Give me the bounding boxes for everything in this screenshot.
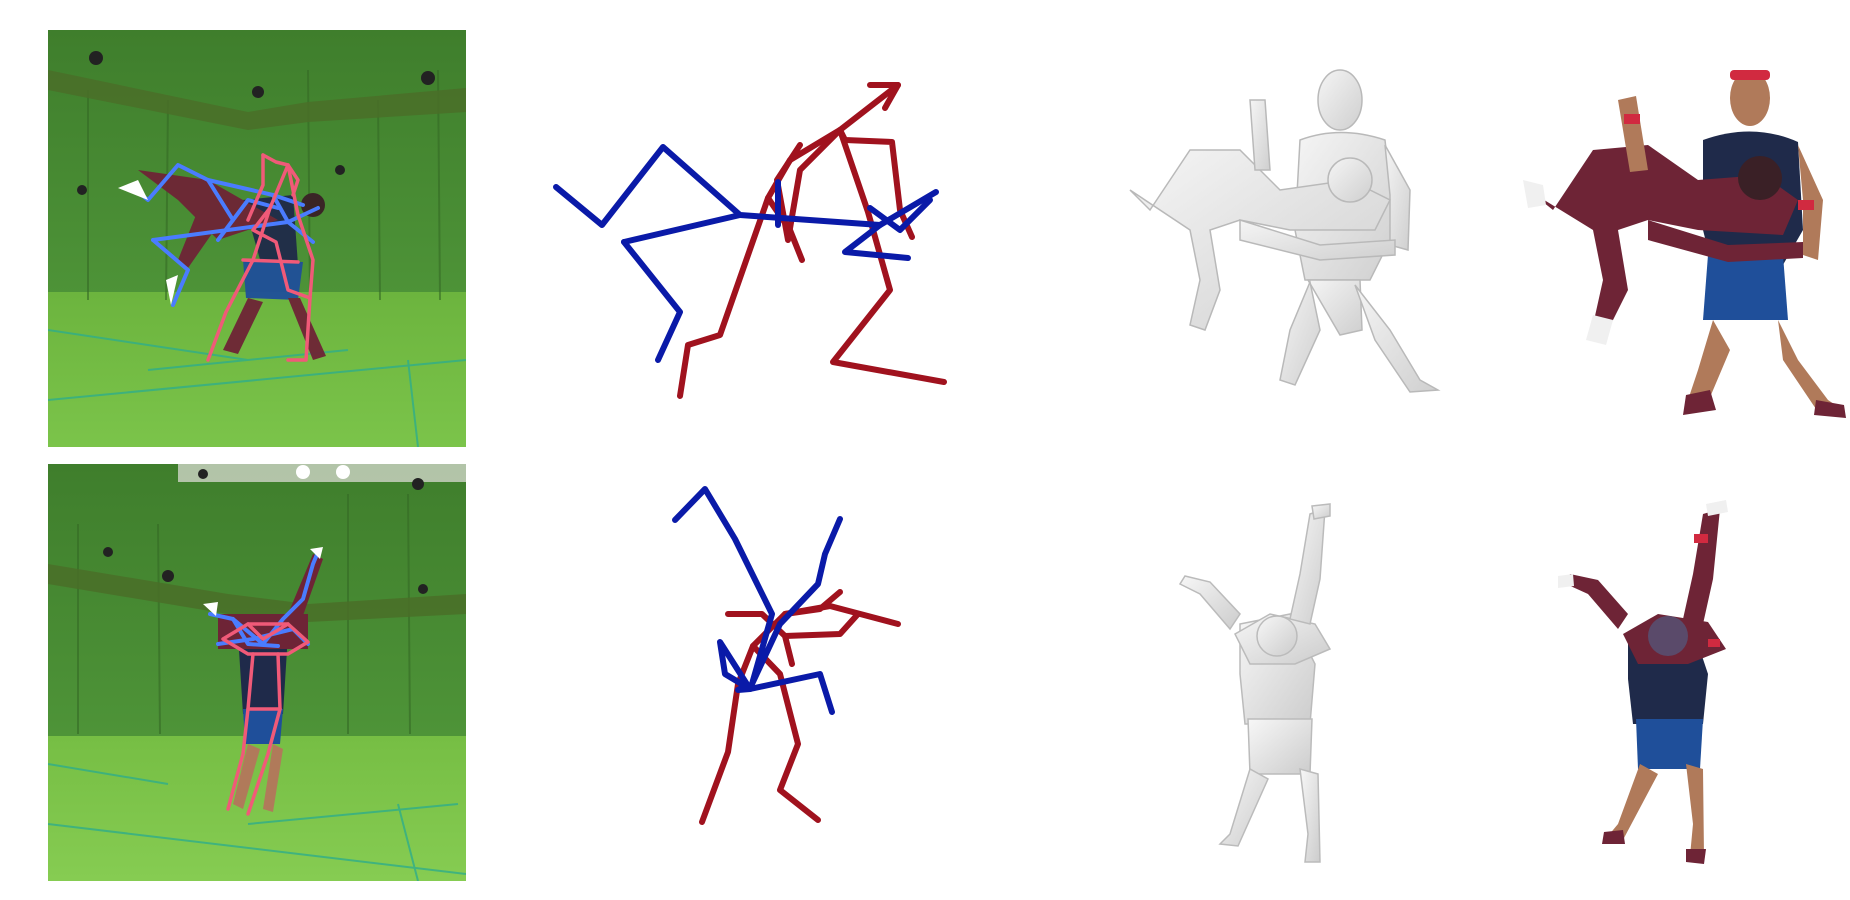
figure-row-2 [0, 464, 1850, 884]
untextured-mesh-1 [1090, 30, 1470, 450]
textured-lifted-person [1558, 500, 1728, 664]
textured-1-canvas [1523, 70, 1846, 418]
lighting-truss [48, 564, 466, 622]
camera-icon [412, 478, 424, 490]
skeleton-3d-1 [540, 30, 960, 450]
green-floor [48, 736, 466, 881]
ceiling-truss [178, 464, 466, 482]
textured-standing-person [1602, 629, 1708, 864]
skeleton-2-canvas [672, 486, 901, 825]
overlay-skeleton-person-b [206, 153, 315, 362]
input-photo-2 [48, 464, 466, 881]
skeleton-person-b [699, 589, 901, 825]
mesh-standing-person [1279, 69, 1441, 393]
camera-icon [198, 469, 208, 479]
skeleton-3d-2 [540, 464, 960, 884]
ceiling-light-icon [296, 465, 310, 479]
camera-icon [335, 165, 345, 175]
input-photo-1 [48, 30, 466, 447]
camera-icon [421, 71, 435, 85]
camera-icon [252, 86, 264, 98]
skeleton-person-b [677, 82, 947, 399]
photo-1-canvas [48, 30, 466, 447]
mesh-1-canvas [1129, 69, 1441, 393]
textured-mesh-2 [1498, 464, 1850, 884]
skeleton-person-a [553, 144, 939, 363]
mesh-2-canvas [1178, 503, 1332, 863]
camera-icon [89, 51, 103, 65]
textured-2-canvas [1558, 500, 1728, 864]
photo-2-canvas [48, 464, 466, 881]
camera-icon [77, 185, 87, 195]
camera-icon [162, 570, 174, 582]
textured-mesh-1 [1498, 30, 1850, 450]
lighting-truss [48, 70, 466, 130]
mesh-lifted-person [1178, 503, 1332, 665]
camera-icon [418, 584, 428, 594]
green-floor [48, 292, 466, 447]
skeleton-1-canvas [553, 82, 947, 399]
overlay-skeleton-person-b [221, 622, 310, 816]
camera-icon [103, 547, 113, 557]
untextured-mesh-2 [1090, 464, 1470, 884]
ceiling-light-icon [336, 465, 350, 479]
textured-lifted-person [1523, 96, 1803, 345]
skeleton-person-a [672, 486, 843, 715]
mesh-lifted-person [1129, 99, 1396, 331]
figure-row-1 [0, 30, 1850, 450]
mesh-standing-person [1218, 613, 1321, 863]
